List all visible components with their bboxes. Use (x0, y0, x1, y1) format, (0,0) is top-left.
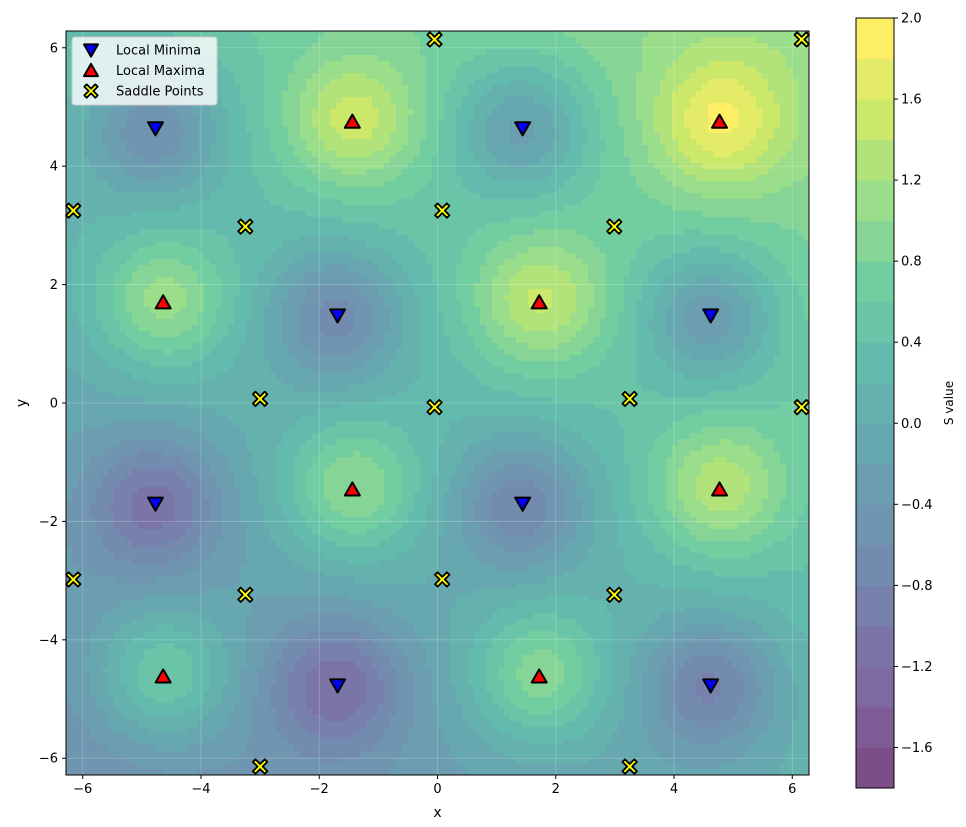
local-maximum-marker (711, 113, 729, 129)
x-tick-label: −6 (73, 782, 92, 797)
local-minimum-marker (146, 496, 164, 512)
y-tick-label: 0 (50, 397, 58, 412)
colorbar-band (856, 301, 894, 343)
local-minimum-marker (514, 496, 532, 512)
local-minimum-marker (329, 308, 347, 324)
saddle-point-marker (621, 758, 638, 775)
x-axis-label: x (433, 805, 441, 821)
colorbar-band (856, 504, 894, 546)
local-minimum-marker (702, 308, 720, 324)
colorbar-tick-label: 1.6 (901, 93, 922, 108)
colorbar-band (856, 585, 894, 627)
colorbar-tick-label: 0.8 (901, 255, 922, 270)
local-maximum-marker (711, 481, 729, 497)
colorbar-tick-label: −1.6 (901, 741, 933, 756)
local-maximum-marker (154, 294, 172, 310)
colorbar-tick-label: −0.8 (901, 579, 933, 594)
x-tick-label: −4 (191, 782, 210, 797)
colorbar-band (856, 706, 894, 748)
saddle-point-marker (65, 571, 82, 588)
colorbar: −1.6 −1.2 −0.8 −0.4 0.0 0.4 0.8 1.2 1.6 2.0 (855, 12, 933, 789)
local-maximum-marker (343, 481, 361, 497)
y-tick-label: 6 (50, 41, 58, 56)
saddle-point-marker (426, 399, 443, 416)
saddle-point-marker (252, 390, 269, 407)
saddle-point-marker (434, 571, 451, 588)
y-axis-label: y (14, 399, 30, 407)
legend: Local Minima Local Maxima Saddle Points (71, 36, 218, 106)
legend-label: Saddle Points (116, 85, 204, 100)
local-minimum-marker (702, 678, 720, 694)
grid (66, 31, 809, 775)
saddle-point-marker (252, 758, 269, 775)
local-maximum-marker (530, 668, 548, 684)
y-tick-label: −2 (39, 515, 58, 530)
x-tick-label: 6 (788, 782, 796, 797)
colorbar-band (856, 180, 894, 222)
colorbar-band (856, 261, 894, 303)
colorbar-tick-label: 0.4 (901, 336, 922, 351)
colorbar-band (856, 99, 894, 141)
colorbar-tick-label: −1.2 (901, 660, 933, 675)
saddle-point-marker (621, 390, 638, 407)
x-tick-label: 2 (552, 782, 560, 797)
x-tick-label: 4 (670, 782, 678, 797)
colorbar-tick-label: −0.4 (901, 498, 933, 513)
legend-label: Local Maxima (116, 64, 205, 79)
colorbar-tick-label: 2.0 (901, 12, 922, 27)
local-minimum-marker (146, 121, 164, 137)
local-minimum-marker (329, 678, 347, 694)
legend-local-minimum-marker (83, 43, 99, 58)
colorbar-band (856, 382, 894, 424)
local-minimum-marker (514, 121, 532, 137)
saddle-point-marker (237, 586, 254, 603)
saddle-point-marker (793, 399, 810, 416)
colorbar-band (856, 18, 894, 60)
x-axis: −6 −4 −2 0 2 4 6 (73, 775, 796, 797)
saddle-point-marker (237, 218, 254, 235)
legend-saddle-point-marker (83, 83, 99, 99)
legend-label: Local Minima (116, 44, 201, 59)
colorbar-frame (855, 17, 895, 789)
local-maximum-marker (343, 113, 361, 129)
x-tick-label: 0 (433, 782, 441, 797)
colorbar-band (856, 423, 894, 465)
contour-field (66, 31, 809, 775)
saddle-point-marker (793, 31, 810, 48)
local-maximum-marker (154, 668, 172, 684)
x-tick-label: −2 (310, 782, 329, 797)
legend-local-maximum-marker (83, 62, 99, 78)
y-tick-label: −6 (39, 752, 58, 767)
saddle-point-marker (606, 586, 623, 603)
saddle-point-marker (65, 202, 82, 219)
y-tick-label: 2 (50, 278, 58, 293)
colorbar-band (856, 625, 894, 667)
colorbar-band (856, 220, 894, 262)
local-maximum-marker (530, 294, 548, 310)
y-tick-label: −4 (39, 633, 58, 648)
markers (65, 31, 810, 775)
colorbar-tick-label: 0.0 (901, 417, 922, 432)
saddle-point-marker (434, 202, 451, 219)
y-axis: −6 −4 −2 0 2 4 6 (39, 41, 66, 767)
y-tick-label: 4 (50, 160, 58, 175)
colorbar-tick-label: 1.2 (901, 174, 922, 189)
colorbar-band (856, 747, 894, 789)
saddle-point-marker (606, 218, 623, 235)
colorbar-band (856, 58, 894, 100)
colorbar-band (856, 342, 894, 384)
legend-box (71, 36, 218, 106)
colorbar-label: S value (942, 381, 956, 425)
colorbar-band (856, 544, 894, 586)
colorbar-band (856, 139, 894, 181)
colorbar-band (856, 666, 894, 708)
colorbar-band (856, 463, 894, 505)
saddle-point-marker (426, 31, 443, 48)
